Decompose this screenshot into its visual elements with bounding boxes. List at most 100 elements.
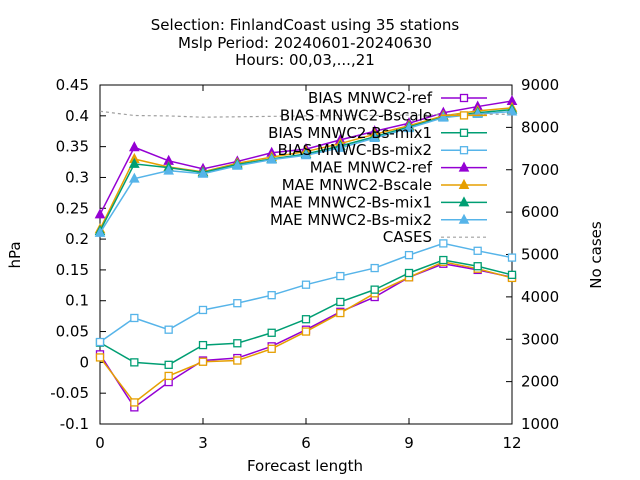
y-tick-label: 0.05 bbox=[56, 323, 89, 341]
chart-title-line-2: Mslp Period: 20240601-20240630 bbox=[178, 34, 432, 52]
data-point bbox=[439, 239, 448, 248]
data-point bbox=[404, 250, 414, 260]
data-point bbox=[164, 325, 173, 334]
data-point bbox=[438, 111, 449, 122]
data-point bbox=[164, 371, 173, 381]
data-point bbox=[198, 305, 208, 315]
data-point bbox=[267, 328, 276, 337]
y2-tick-label: 5000 bbox=[521, 246, 559, 264]
y2-tick-label: 1000 bbox=[521, 415, 559, 433]
data-point bbox=[266, 153, 277, 164]
data-point bbox=[198, 357, 208, 366]
data-point bbox=[369, 131, 380, 143]
legend-marker bbox=[458, 213, 470, 224]
series-mae-mnwc2-bs-mix2 bbox=[94, 105, 518, 237]
y-tick-label: 0.45 bbox=[56, 76, 89, 94]
data-point bbox=[164, 360, 173, 369]
data-point bbox=[473, 262, 482, 271]
data-point bbox=[301, 315, 311, 324]
series-bias-mnwc-bs-mix2 bbox=[95, 239, 517, 347]
y-tick-label: 0.2 bbox=[65, 230, 89, 248]
legend-label: BIAS MNWC2-ref bbox=[308, 89, 433, 107]
y-tick-label: 0.25 bbox=[56, 199, 89, 217]
legend-marker bbox=[459, 111, 469, 120]
y-tick-label: -0.1 bbox=[60, 415, 89, 433]
data-point bbox=[129, 141, 140, 152]
x-tick-label: 0 bbox=[95, 434, 105, 452]
y-tick-label: -0.05 bbox=[50, 384, 89, 402]
y2-tick-label: 8000 bbox=[521, 118, 559, 136]
y-axis-label: hPa bbox=[6, 241, 24, 268]
y2-tick-label: 3000 bbox=[521, 330, 559, 348]
x-tick-label: 6 bbox=[301, 434, 311, 452]
legend-label: CASES bbox=[383, 228, 432, 246]
y2-tick-label: 6000 bbox=[521, 203, 559, 221]
series-bias-mnwc2-bscale bbox=[95, 257, 517, 407]
y2-axis-label: No cases bbox=[587, 221, 605, 289]
data-point bbox=[95, 353, 105, 362]
data-point bbox=[301, 280, 311, 289]
y2-tick-label: 4000 bbox=[521, 288, 559, 306]
data-point bbox=[94, 226, 106, 237]
legend-label: MAE MNWC2-ref bbox=[310, 159, 433, 177]
data-point bbox=[267, 291, 276, 300]
y2-tick-label: 7000 bbox=[521, 161, 559, 179]
y-tick-label: 0 bbox=[79, 353, 89, 371]
x-tick-label: 9 bbox=[404, 434, 414, 452]
legend-marker bbox=[458, 178, 470, 189]
data-point bbox=[129, 157, 140, 168]
data-point bbox=[233, 339, 242, 348]
legend-label: BIAS MNWC2-Bscale bbox=[280, 106, 432, 124]
data-point bbox=[232, 159, 243, 170]
legend-label: MAE MNWC2-Bs-mix2 bbox=[270, 211, 432, 229]
data-point bbox=[507, 270, 517, 279]
y-tick-label: 0.35 bbox=[56, 138, 89, 156]
y2-tick-label: 2000 bbox=[521, 373, 559, 391]
chart-title-line-3: Hours: 00,03,...,21 bbox=[235, 51, 375, 69]
legend-entry: MAE MNWC2-Bscale bbox=[282, 176, 487, 194]
x-tick-label: 3 bbox=[198, 434, 208, 452]
legend-entry: MAE MNWC2-Bs-mix2 bbox=[270, 211, 487, 229]
legend-label: MAE MNWC2-Bscale bbox=[282, 176, 432, 194]
legend-entry: BIAS MNWC2-Bs-mix1 bbox=[268, 124, 487, 142]
legend-entry: CASES bbox=[383, 228, 487, 246]
legend-marker bbox=[458, 196, 470, 207]
data-point bbox=[370, 263, 379, 273]
y-tick-label: 0.15 bbox=[56, 261, 89, 279]
data-point bbox=[370, 285, 379, 294]
data-point bbox=[129, 172, 140, 183]
legend-marker bbox=[459, 146, 469, 155]
data-point bbox=[94, 208, 106, 219]
data-point bbox=[336, 271, 345, 281]
legend-entry: MAE MNWC2-ref bbox=[310, 159, 487, 177]
data-point bbox=[403, 122, 415, 133]
data-point bbox=[439, 255, 448, 265]
series-bias-mnwc2-bs-mix1 bbox=[95, 255, 517, 369]
legend-label: BIAS MNWC-Bs-mix2 bbox=[278, 141, 432, 159]
data-point bbox=[197, 167, 209, 178]
data-point bbox=[267, 344, 276, 353]
legend-entry: MAE MNWC2-Bs-mix1 bbox=[270, 193, 487, 211]
data-point bbox=[233, 299, 242, 308]
axes: 0 3 6 9 12 -0.1 -0.05 0 0.05 0.1 0.15 0.2 0.25 0.3 0.3… bbox=[50, 76, 559, 452]
legend-entry: BIAS MNWC-Bs-mix2 bbox=[278, 141, 487, 159]
data-point bbox=[130, 313, 139, 323]
data-point bbox=[336, 308, 345, 318]
legend-label: BIAS MNWC2-Bs-mix1 bbox=[268, 124, 432, 142]
x-axis-label: Forecast length bbox=[247, 457, 363, 475]
chart-title: Selection: FinlandCoast using 35 station… bbox=[151, 16, 460, 69]
legend-marker bbox=[458, 161, 470, 172]
y-tick-label: 0.4 bbox=[65, 107, 89, 125]
y2-tick-label: 9000 bbox=[521, 76, 559, 94]
data-point bbox=[198, 340, 208, 350]
legend-marker bbox=[459, 128, 469, 137]
data-point bbox=[163, 164, 174, 175]
data-point bbox=[507, 253, 517, 262]
data-point bbox=[473, 246, 482, 255]
data-point bbox=[404, 268, 414, 278]
chart-title-line-1: Selection: FinlandCoast using 35 station… bbox=[151, 16, 460, 34]
data-point bbox=[233, 356, 242, 365]
y-tick-label: 0.3 bbox=[65, 168, 89, 186]
